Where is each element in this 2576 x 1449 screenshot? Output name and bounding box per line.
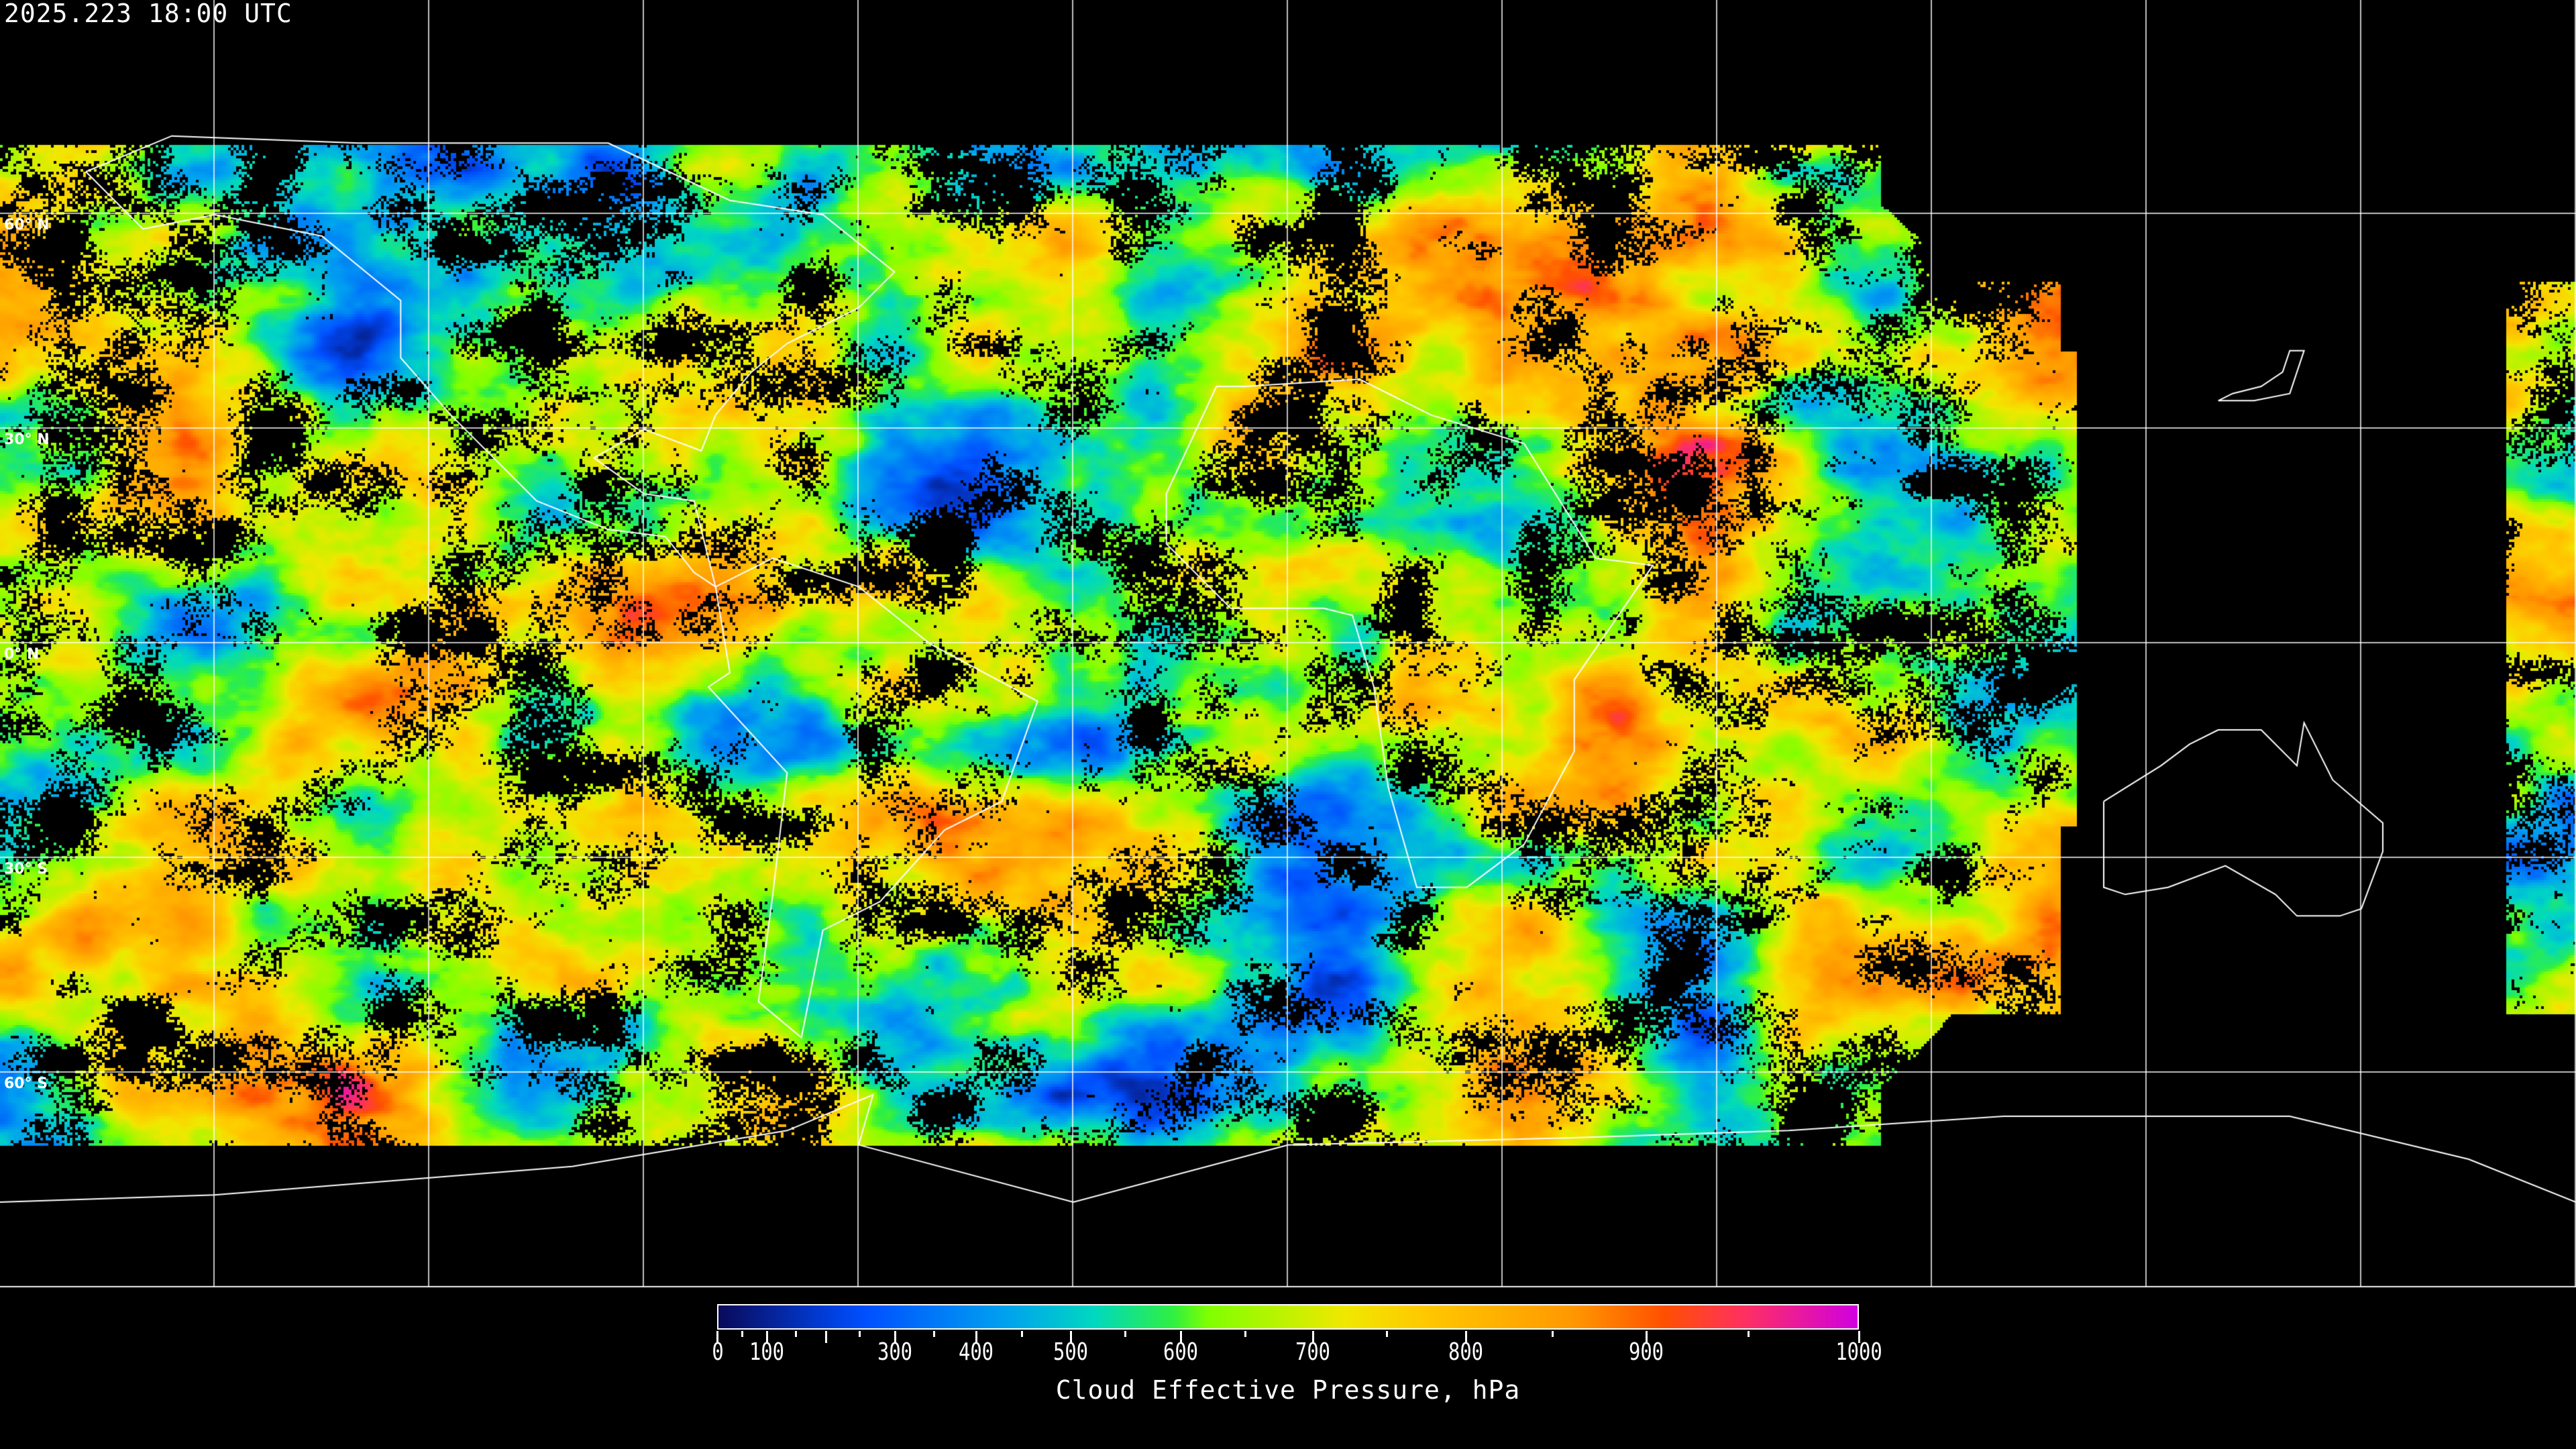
colorbar-major-tick [1465, 1331, 1467, 1343]
colorbar-minor-tick [933, 1331, 936, 1337]
colorbar-minor-tick [1244, 1331, 1246, 1337]
colorbar [717, 1304, 1859, 1330]
lat-label-60n: 60° N [4, 217, 50, 233]
colorbar-major-tick [975, 1331, 978, 1343]
colorbar-major-tick [1646, 1331, 1648, 1343]
tick-label-300: 300 [877, 1338, 913, 1366]
colorbar-minor-tick [795, 1331, 798, 1337]
cloud-pressure-map [0, 0, 2576, 1288]
colorbar-major-tick [1312, 1331, 1315, 1343]
colorbar-title: Cloud Effective Pressure, hPa [1055, 1375, 1521, 1405]
colorbar-minor-tick [1747, 1331, 1750, 1337]
timestamp-title: 2025.223 18:00 UTC [4, 0, 292, 28]
colorbar-major-tick [1069, 1331, 1072, 1343]
colorbar-major-tick [1858, 1331, 1860, 1343]
lat-label-30s: 30° S [4, 861, 48, 877]
colorbar-major-tick [716, 1331, 718, 1343]
lat-label-30n: 30° N [4, 431, 50, 448]
tick-label-500: 500 [1053, 1338, 1089, 1366]
colorbar-major-tick [766, 1331, 769, 1343]
tick-label-100: 100 [749, 1338, 785, 1366]
colorbar-minor-tick [859, 1331, 861, 1337]
tick-label-1000: 1000 [1835, 1338, 1882, 1366]
tick-label-800: 800 [1448, 1338, 1484, 1366]
lat-label-60s: 60° S [4, 1075, 48, 1092]
colorbar-major-tick [1180, 1331, 1182, 1343]
colorbar-minor-tick [741, 1331, 744, 1337]
colorbar-minor-tick [1124, 1331, 1126, 1337]
tick-label-0: 0 [712, 1338, 724, 1366]
lat-label-0n: 0° N [4, 646, 40, 663]
colorbar-minor-tick [1551, 1331, 1554, 1337]
colorbar-minor-tick [1020, 1331, 1023, 1337]
tick-label-700: 700 [1295, 1338, 1331, 1366]
tick-label-600: 600 [1163, 1338, 1199, 1366]
tick-label-900: 900 [1628, 1338, 1664, 1366]
tick-label-400: 400 [958, 1338, 994, 1366]
colorbar-minor-tick [1386, 1331, 1389, 1337]
colorbar-major-tick [824, 1331, 827, 1343]
colorbar-major-tick [894, 1331, 896, 1343]
